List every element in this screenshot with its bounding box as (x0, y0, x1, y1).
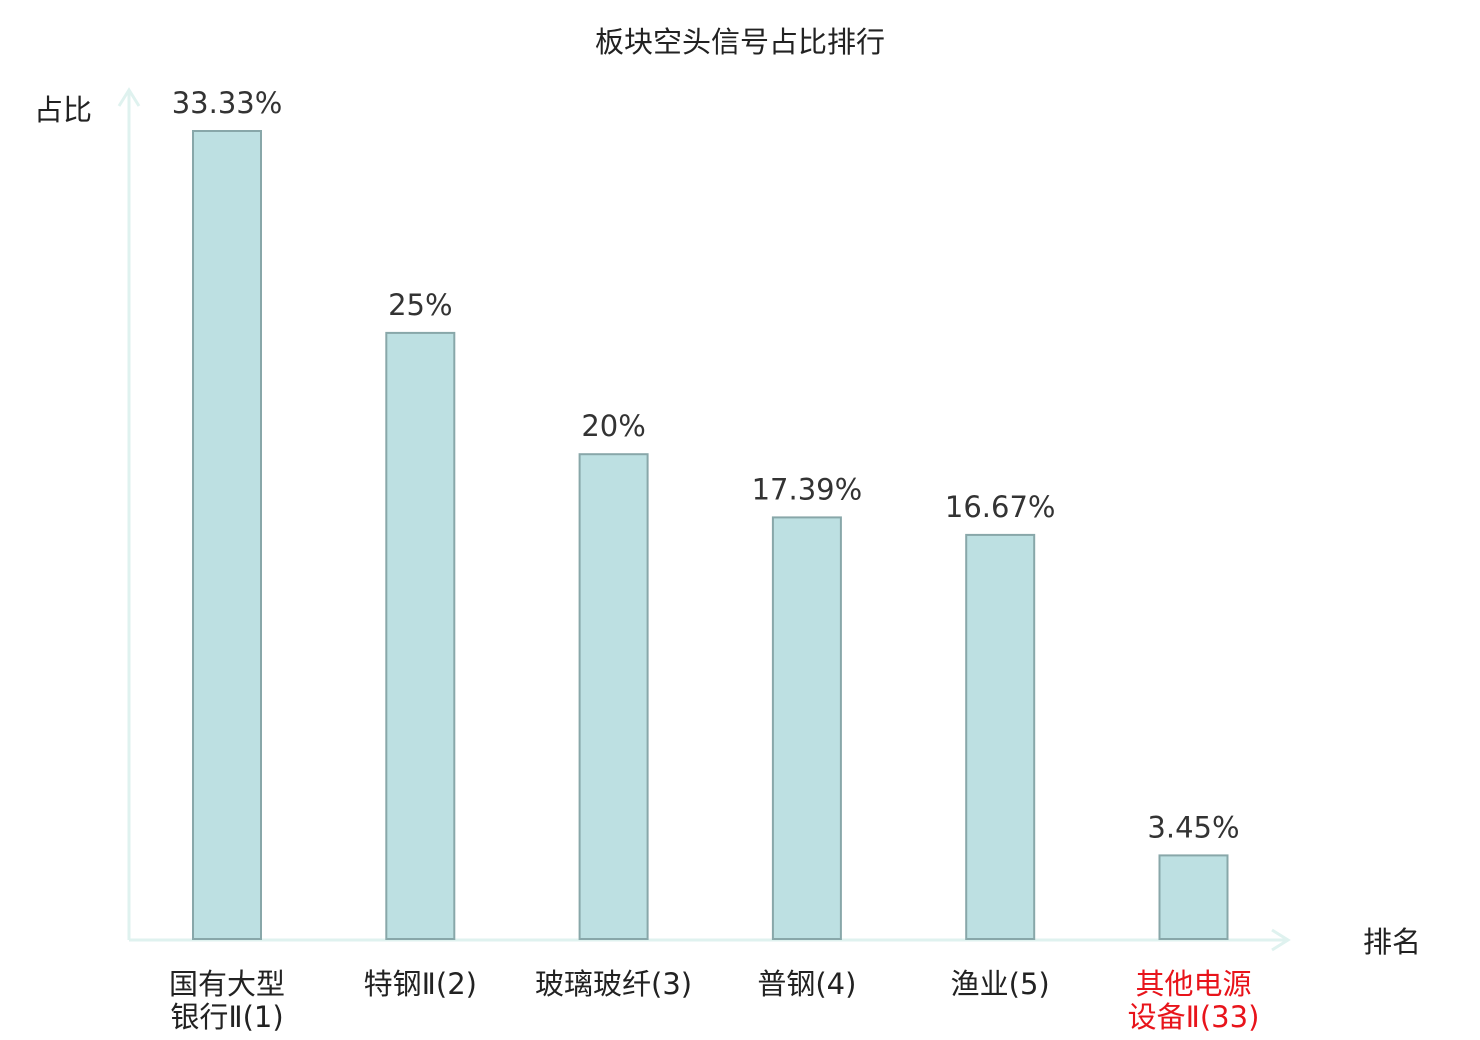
category-label-1-line-2: 银行Ⅱ(1) (170, 1000, 283, 1034)
value-label-4: 17.39% (752, 472, 863, 506)
value-label-3: 20% (581, 409, 645, 443)
value-label-6: 3.45% (1147, 810, 1239, 844)
axes (117, 87, 1291, 952)
bar-1 (192, 130, 262, 940)
x-axis-label: 排名 (1363, 925, 1421, 959)
value-label-1: 33.33% (172, 86, 283, 120)
value-label-5: 16.67% (945, 490, 1056, 524)
bar-5 (965, 533, 1036, 941)
bar-6 (1158, 854, 1229, 941)
bar-4 (771, 516, 842, 941)
value-label-2: 25% (388, 288, 452, 322)
bars-group (192, 130, 1229, 941)
category-label-5: 渔业(5) (951, 967, 1050, 1001)
y-axis-arrow (117, 87, 141, 107)
bar-2 (385, 331, 456, 940)
bar-3 (578, 453, 649, 940)
category-label-2: 特钢Ⅱ(2) (364, 967, 477, 1001)
category-label-4: 普钢(4) (757, 967, 856, 1001)
y-axis-label: 占比 (34, 93, 92, 127)
category-label-3: 玻璃玻纤(3) (535, 967, 692, 1001)
value-labels-group: 33.33% 25% 20% 17.39% 16.67% 3.45% (172, 86, 1240, 844)
x-axis-arrow (1271, 928, 1291, 952)
category-label-6-line-1: 其他电源 (1135, 967, 1251, 1001)
category-label-6-line-2: 设备Ⅱ(33) (1128, 1000, 1260, 1034)
chart-title: 板块空头信号占比排行 (595, 25, 885, 59)
category-label-1-line-1: 国有大型 (169, 967, 285, 1001)
